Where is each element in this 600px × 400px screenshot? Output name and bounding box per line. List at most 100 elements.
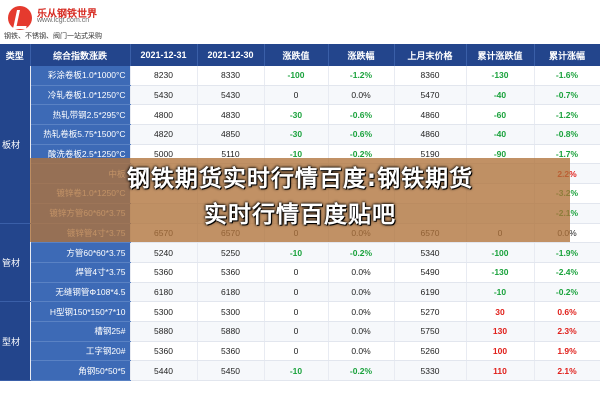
product-name[interactable]: 冷轧卷板1.0*1250°C <box>30 85 131 106</box>
cell-d2: 5430 <box>197 85 265 106</box>
cell-pct: -0.2% <box>328 360 395 381</box>
watermark-banner <box>30 158 570 242</box>
cell-chg: -100 <box>264 66 329 86</box>
product-name[interactable]: 角钢50*50*5 <box>30 360 131 381</box>
product-name[interactable]: 热轧带钢2.5*295°C <box>30 104 131 126</box>
cell-d2: 6180 <box>197 282 265 303</box>
cell-chg: 0 <box>264 341 329 362</box>
watermark-text: 钢铁期货实时行情百度:钢铁期货 实时行情百度贴吧 <box>30 161 570 233</box>
cell-last: 5750 <box>394 321 467 342</box>
table-row[interactable]: 无缝钢管Φ108*4.5 6180 6180 0 0.0% 6190 -10 -0.2% <box>0 282 600 303</box>
cell-chg: 0 <box>264 262 329 283</box>
cell-d2: 4850 <box>197 124 265 145</box>
cell-cum: 110 <box>466 360 535 381</box>
table-row[interactable]: 角钢50*50*5 5440 5450 -10 -0.2% 5330 110 2.1% <box>0 360 600 381</box>
product-name[interactable]: 工字钢20# <box>30 341 131 362</box>
cell-last: 5270 <box>394 301 467 322</box>
cell-d2: 5300 <box>197 301 265 322</box>
product-name[interactable]: 无缝钢管Φ108*4.5 <box>30 282 131 303</box>
cell-pct: -0.2% <box>328 242 395 263</box>
table-row[interactable]: 型材 H型钢150*150*7*10 5300 5300 0 0.0% 5270 30 0.6% <box>0 301 600 381</box>
cell-pct: 0.0% <box>328 321 395 342</box>
cell-d1: 5880 <box>130 321 198 342</box>
site-url[interactable]: www.lcgt.com.cn <box>37 17 90 24</box>
cell-pct: -0.6% <box>328 124 395 145</box>
cell-last: 4860 <box>394 124 467 145</box>
product-name[interactable]: 槽钢25# <box>30 321 131 342</box>
cell-cumpct: -1.2% <box>534 104 600 126</box>
column-header: 累计涨跌值 <box>466 44 535 66</box>
table-row[interactable]: 冷轧卷板1.0*1250°C 5430 5430 0 0.0% 5470 -40 -0.7% <box>0 85 600 106</box>
site-slogan: 钢铁、不锈钢、阀门一站式采购 <box>4 33 102 40</box>
cell-cumpct: -1.9% <box>534 242 600 263</box>
watermark-line-1: 钢铁期货实时行情百度:钢铁期货 <box>126 166 474 192</box>
cell-pct: 0.0% <box>328 85 395 106</box>
cell-d1: 5430 <box>130 85 198 106</box>
cell-cumpct: 2.1% <box>534 360 600 381</box>
cell-cumpct: 1.9% <box>534 341 600 362</box>
column-header: 涨跌值 <box>264 44 329 66</box>
cell-d1: 5360 <box>130 341 198 362</box>
table-row[interactable]: 热轧卷板5.75*1500°C 4820 4850 -30 -0.6% 4860 -40 -0… <box>0 124 600 145</box>
site-brand: 乐从钢铁世界 <box>37 9 97 20</box>
table-row[interactable]: 槽钢25# 5880 5880 0 0.0% 5750 130 2.3% <box>0 321 600 342</box>
table-row[interactable]: 工字钢20# 5360 5360 0 0.0% 5260 100 1.9% <box>0 341 600 362</box>
site-header: 乐从钢铁世界 www.lcgt.com.cn 钢铁、不锈钢、阀门一站式采购 <box>0 0 600 43</box>
cell-cumpct: 0.6% <box>534 301 600 322</box>
cell-cum: -130 <box>466 262 535 283</box>
cell-pct: -1.2% <box>328 66 395 86</box>
cell-cum: 130 <box>466 321 535 342</box>
cell-last: 5260 <box>394 341 467 362</box>
column-header: 涨跌幅 <box>328 44 395 66</box>
cell-last: 5470 <box>394 85 467 106</box>
cell-pct: 0.0% <box>328 282 395 303</box>
category-label: 板材 <box>0 66 31 224</box>
cell-chg: -10 <box>264 242 329 263</box>
cell-d1: 5440 <box>130 360 198 381</box>
cell-chg: 0 <box>264 321 329 342</box>
cell-cumpct: -0.8% <box>534 124 600 145</box>
cell-d2: 5360 <box>197 262 265 283</box>
cell-cum: -40 <box>466 85 535 106</box>
product-name[interactable]: 彩涂卷板1.0*1000°C <box>30 66 131 86</box>
cell-last: 5490 <box>394 262 467 283</box>
cell-last: 5340 <box>394 242 467 263</box>
cell-cumpct: -2.4% <box>534 262 600 283</box>
cell-d2: 5450 <box>197 360 265 381</box>
cell-d2: 5880 <box>197 321 265 342</box>
column-header: 累计涨幅 <box>534 44 600 66</box>
cell-d1: 5360 <box>130 262 198 283</box>
category-label: 管材 <box>0 223 31 303</box>
cell-pct: 0.0% <box>328 262 395 283</box>
product-name[interactable]: 方管60*60*3.75 <box>30 242 131 263</box>
product-name[interactable]: H型钢150*150*7*10 <box>30 301 131 322</box>
column-header: 2021-12-30 <box>197 44 265 66</box>
cell-d2: 4830 <box>197 104 265 126</box>
table-row[interactable]: 焊管4寸*3.75 5360 5360 0 0.0% 5490 -130 -2.4% <box>0 262 600 283</box>
cell-pct: -0.6% <box>328 104 395 126</box>
column-header: 2021-12-31 <box>130 44 198 66</box>
cell-cum: 30 <box>466 301 535 322</box>
table-row[interactable]: 热轧带钢2.5*295°C 4800 4830 -30 -0.6% 4860 -60 -1.2… <box>0 104 600 126</box>
cell-chg: -30 <box>264 124 329 145</box>
cell-cum: 100 <box>466 341 535 362</box>
product-name[interactable]: 热轧卷板5.75*1500°C <box>30 124 131 145</box>
cell-cumpct: -0.7% <box>534 85 600 106</box>
cell-last: 6190 <box>394 282 467 303</box>
column-header: 类型 <box>0 44 31 66</box>
cell-cumpct: -1.6% <box>534 66 600 86</box>
watermark-line-2: 实时行情百度贴吧 <box>204 202 396 228</box>
category-label: 型材 <box>0 301 31 381</box>
cell-d2: 5360 <box>197 341 265 362</box>
cell-d2: 5250 <box>197 242 265 263</box>
cell-last: 5330 <box>394 360 467 381</box>
cell-chg: -30 <box>264 104 329 126</box>
table-header: 类型 综合指数涨跌 2021-12-31 2021-12-30 涨跌值 涨跌幅 上月末价格累… <box>0 44 600 66</box>
column-header: 综合指数涨跌 <box>30 44 131 66</box>
cell-cum: -10 <box>466 282 535 303</box>
product-name[interactable]: 焊管4寸*3.75 <box>30 262 131 283</box>
cell-d2: 8330 <box>197 66 265 86</box>
table-row[interactable]: 板材 彩涂卷板1.0*1000°C 8230 8330 -100 -1.2% 8360 -13… <box>0 66 600 224</box>
cell-cum: -60 <box>466 104 535 126</box>
table-row[interactable]: 方管60*60*3.75 5240 5250 -10 -0.2% 5340 -100 -1.9… <box>0 242 600 263</box>
